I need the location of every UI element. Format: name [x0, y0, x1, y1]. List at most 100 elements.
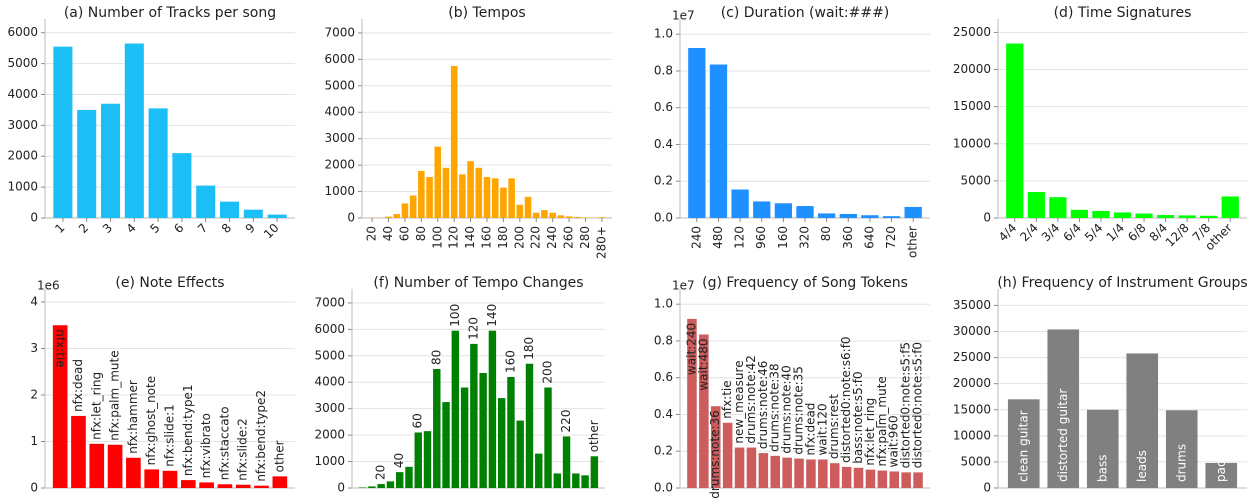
- bar: [1221, 196, 1239, 218]
- y-tick-label: 3: [30, 341, 38, 355]
- bar: [434, 146, 442, 218]
- y-tick-label: 6000: [314, 322, 345, 336]
- bar: [544, 387, 552, 488]
- bar: [1086, 409, 1119, 488]
- bar: [1047, 329, 1080, 488]
- bar: [497, 398, 506, 488]
- x-tick-label: 80: [414, 226, 428, 241]
- chart-title: (c) Duration (wait:###): [721, 5, 890, 21]
- bar: [806, 459, 816, 488]
- y-tick-label: 0.2: [654, 444, 673, 458]
- bar-label: nfx:let_ring: [89, 372, 103, 440]
- x-tick-label: 280+: [594, 226, 608, 259]
- bar: [377, 484, 385, 488]
- bar: [877, 470, 888, 488]
- bar-label: distorted0:note:s6:f0: [839, 336, 853, 462]
- bar-label: drums:rest: [827, 394, 841, 459]
- x-tick-label: other: [906, 226, 920, 258]
- y-tick-label: 1: [30, 434, 38, 448]
- y-tick-label: 3000: [314, 401, 345, 415]
- bar: [100, 103, 121, 218]
- y-tick-label: 0.6: [654, 370, 673, 384]
- bar: [687, 318, 697, 488]
- y-tick-label: 15000: [953, 402, 991, 416]
- y-offset-label: 1e6: [37, 279, 60, 293]
- bar: [525, 363, 534, 488]
- x-tick-label: 4: [124, 221, 139, 236]
- bar: [865, 469, 876, 488]
- bar: [418, 170, 425, 218]
- bar: [507, 376, 515, 488]
- x-tick-label: 320: [798, 226, 812, 249]
- bar: [124, 43, 144, 218]
- y-tick-label: 0.0: [654, 211, 673, 225]
- bar-label: nfx:let_ring: [863, 398, 877, 466]
- y-tick-label: 7000: [324, 25, 355, 39]
- bar: [77, 109, 97, 218]
- chart-title: (h) Frequency of Instrument Groups: [997, 275, 1247, 291]
- y-offset-label: 1e7: [672, 279, 695, 293]
- y-tick-label: 1000: [324, 184, 355, 198]
- y-tick-label: 7000: [314, 295, 345, 309]
- y-tick-label: 0.4: [654, 137, 673, 151]
- bar: [1049, 197, 1067, 218]
- bar: [414, 432, 422, 488]
- bar: [199, 482, 214, 488]
- y-tick-label: 10000: [953, 136, 991, 150]
- bar: [839, 213, 857, 218]
- bar: [731, 189, 749, 218]
- y-tick-label: 2000: [7, 149, 38, 163]
- bar: [549, 212, 556, 218]
- bar: [53, 46, 73, 219]
- bar: [532, 212, 540, 218]
- bar: [710, 406, 721, 488]
- bar: [1006, 43, 1024, 218]
- y-tick-label: 0.6: [654, 100, 673, 114]
- bar-label: nfx:palm_mute: [108, 350, 122, 440]
- bar: [488, 330, 497, 488]
- bar: [516, 204, 524, 218]
- y-tick-label: 5000: [960, 173, 991, 187]
- bar: [688, 47, 706, 218]
- bar-label: nfx:hammer: [126, 380, 140, 454]
- bar: [460, 387, 469, 488]
- y-tick-label: 2: [30, 387, 38, 401]
- y-tick-label: 20000: [953, 62, 991, 76]
- y-tick-label: 0: [30, 481, 38, 495]
- y-tick-label: 0: [983, 211, 991, 225]
- bar: [818, 459, 828, 488]
- bar-label: 120: [466, 317, 480, 340]
- x-tick-label: 1: [52, 221, 67, 236]
- bar: [853, 467, 864, 488]
- bar: [829, 463, 840, 488]
- bar: [243, 209, 263, 218]
- bar-label: nfx:bend:type1: [181, 384, 195, 476]
- bar-label: other: [272, 440, 286, 472]
- bar: [1156, 215, 1175, 218]
- bar-label: drums:note:46: [756, 361, 770, 450]
- bar-label: distorted0:note:s5:f5: [899, 342, 913, 468]
- x-tick-label: 6/8: [1125, 221, 1149, 245]
- x-tick-label: 60: [397, 226, 411, 241]
- y-tick-label: 0.2: [654, 174, 673, 188]
- bar: [746, 447, 757, 488]
- x-tick-label: 280: [578, 226, 592, 249]
- y-tick-label: 1.0: [654, 297, 673, 311]
- y-tick-label: 1000: [314, 454, 345, 468]
- bar: [817, 213, 836, 218]
- x-tick-label: 7: [195, 221, 210, 236]
- bar-label: nfx:staccato: [217, 406, 231, 480]
- bar: [426, 177, 433, 218]
- bar: [52, 325, 68, 488]
- y-tick-label: 0: [30, 211, 38, 225]
- x-tick-label: 3: [100, 221, 115, 236]
- bar: [396, 472, 404, 488]
- bar: [794, 458, 804, 488]
- bar: [889, 471, 900, 488]
- x-tick-label: 160: [480, 226, 494, 249]
- bar: [148, 108, 168, 218]
- x-tick-label: 960: [754, 226, 768, 249]
- bar: [734, 447, 745, 488]
- bar: [459, 174, 466, 218]
- bar: [217, 484, 233, 488]
